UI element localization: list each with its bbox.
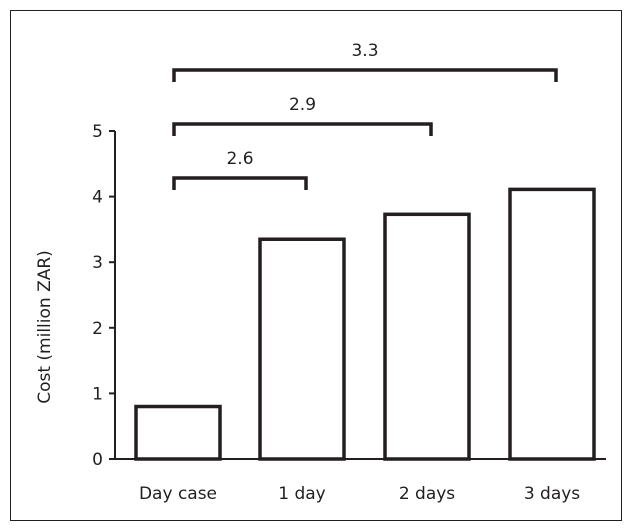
x-tick-label: Day case	[139, 484, 217, 504]
y-tick-label: 1	[92, 384, 103, 404]
y-axis-label: Cost (million ZAR)	[35, 250, 55, 404]
comparison-brackets: 2.6 2.9 3.3	[172, 41, 558, 190]
comparison-label: 2.9	[289, 95, 316, 115]
x-axis: Day case 1 day 2 days 3 days	[115, 458, 606, 504]
y-tick-label: 2	[92, 319, 103, 339]
bar	[134, 404, 222, 461]
comparison-bracket	[172, 176, 308, 190]
x-tick-label: 3 days	[524, 484, 580, 504]
comparison-bracket	[172, 122, 433, 136]
y-axis: 0 1 2 3 4 5	[92, 122, 116, 470]
bar	[258, 237, 346, 461]
y-tick-label: 3	[92, 253, 103, 273]
x-tick-label: 1 day	[278, 484, 326, 504]
x-tick-label: 2 days	[399, 484, 455, 504]
y-tick-label: 5	[92, 122, 103, 142]
bars	[134, 187, 596, 461]
comparison-label: 3.3	[351, 41, 378, 61]
bar	[508, 187, 596, 461]
comparison-bracket	[172, 68, 558, 82]
bar	[383, 212, 471, 461]
y-tick-label: 4	[92, 188, 103, 208]
comparison-label: 2.6	[226, 149, 253, 169]
y-tick-label: 0	[92, 450, 103, 470]
